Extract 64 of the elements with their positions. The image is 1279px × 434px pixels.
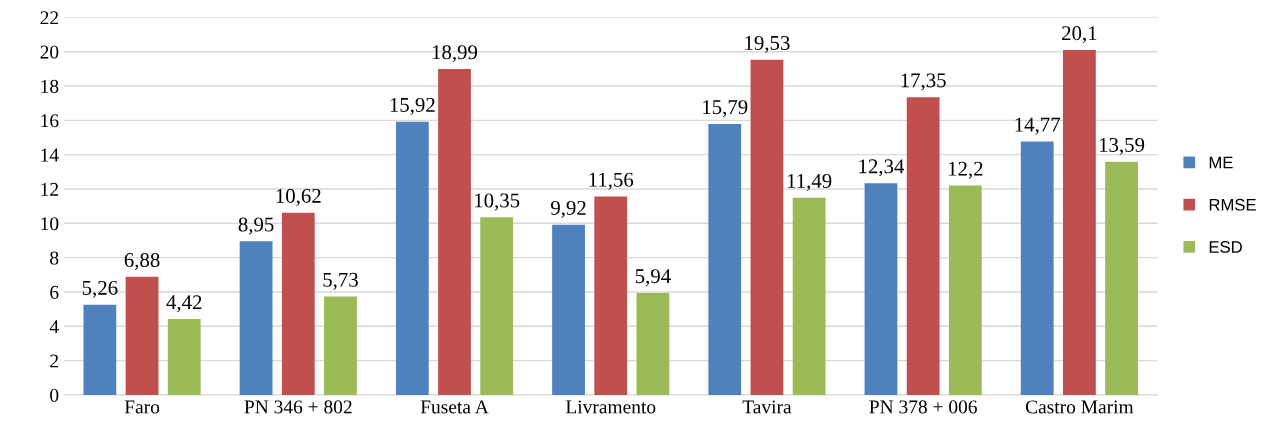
legend-label: ME (1209, 156, 1233, 169)
x-tick-label: Livramento (565, 400, 656, 414)
data-label: 14,77 (1015, 117, 1061, 135)
y-tick-label: 8 (50, 251, 59, 265)
y-tick-label: 6 (50, 285, 59, 299)
data-label: 12,34 (859, 159, 905, 177)
bar (395, 121, 429, 395)
data-label: 5,73 (323, 272, 358, 290)
data-label: 5,94 (635, 269, 671, 287)
y-tick-label: 0 (50, 388, 59, 402)
bar (636, 292, 670, 395)
data-label: 13,59 (1099, 137, 1145, 155)
bar (438, 69, 471, 395)
bar (1062, 49, 1096, 395)
x-tick-label: PN 346 + 802 (244, 400, 352, 414)
data-label: 8,95 (238, 217, 274, 235)
bar (708, 123, 742, 395)
bar (324, 296, 357, 395)
data-label: 6,88 (124, 253, 160, 271)
data-label: 11,49 (787, 173, 832, 191)
y-tick-label: 12 (41, 182, 59, 196)
x-tick-label: Faro (124, 400, 160, 414)
data-label: 4,42 (166, 295, 202, 313)
data-label: 10,35 (475, 193, 520, 211)
y-tick-label: 10 (41, 217, 59, 231)
y-tick-label: 16 (41, 114, 59, 128)
bar (281, 212, 315, 395)
legend-label: ESD (1209, 241, 1242, 253)
legend-label: RMSE (1209, 198, 1256, 211)
data-label: 20,1 (1062, 26, 1097, 44)
bar (906, 97, 940, 395)
bar (864, 183, 898, 395)
bar (239, 241, 273, 395)
data-label: 5,26 (82, 280, 118, 298)
data-label: 12,2 (948, 161, 983, 179)
bar (948, 185, 982, 395)
data-label: 10,62 (276, 188, 321, 206)
y-tick-label: 14 (41, 148, 59, 162)
x-tick-label: Castro Marim (1025, 400, 1134, 414)
bar (125, 276, 159, 395)
bar (1020, 141, 1054, 395)
y-tick-label: 18 (41, 79, 59, 93)
data-label: 9,92 (550, 200, 586, 218)
bar (480, 217, 514, 395)
y-tick-label: 22 (40, 11, 59, 25)
data-label: 15,92 (390, 97, 435, 115)
bar (83, 304, 117, 395)
y-tick-label: 20 (40, 45, 59, 59)
data-label: 17,35 (901, 73, 946, 91)
bar (594, 196, 628, 395)
x-tick-label: Tavira (742, 400, 792, 414)
y-tick-label: 4 (49, 320, 59, 334)
data-label: 11,56 (589, 172, 634, 190)
y-tick-label: 2 (50, 354, 59, 368)
data-label: 18,99 (432, 45, 478, 63)
data-label: 19,53 (745, 35, 790, 53)
x-tick-label: PN 378 + 006 (869, 400, 977, 414)
x-tick-label: Fuseta A (420, 400, 489, 414)
bar (167, 319, 201, 395)
bar (552, 224, 585, 395)
data-label: 15,79 (703, 100, 748, 118)
bar (750, 59, 784, 395)
bar (792, 197, 826, 395)
bar (1105, 161, 1138, 395)
